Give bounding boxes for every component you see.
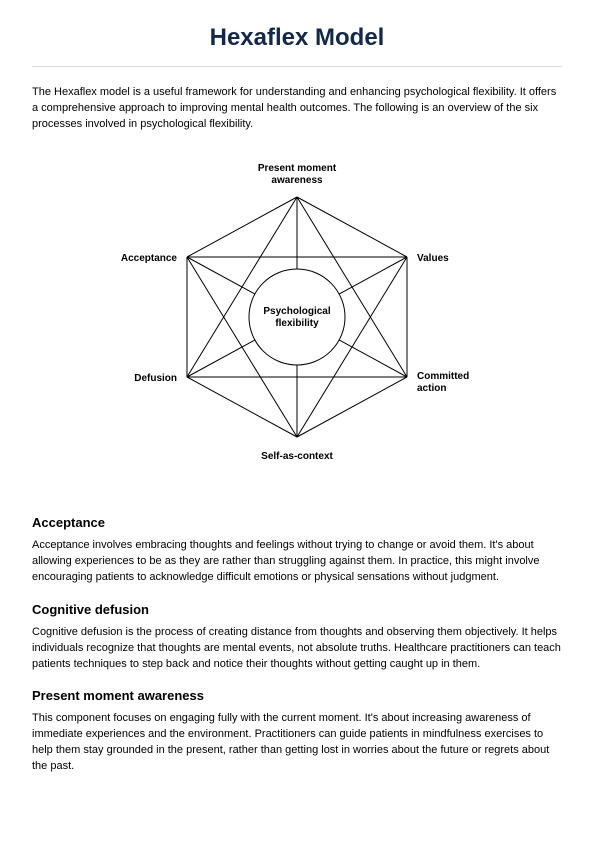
page-title: Hexaflex Model [32,24,562,52]
center-circle [249,269,345,365]
sections-container: Acceptance Acceptance involves embracing … [32,515,562,775]
section-heading: Cognitive defusion [32,602,562,617]
hexaflex-svg: PsychologicalflexibilityPresent momentaw… [107,147,487,487]
hex-edge [187,197,297,257]
vertex-label-bottom-right: Committedaction [417,371,469,394]
hex-edge [187,377,297,437]
section-body: Acceptance involves embracing thoughts a… [32,538,562,586]
vertex-label-bottom: Self-as-context [261,451,333,462]
title-rule [32,66,562,67]
hex-edge [297,197,407,257]
section-heading: Present moment awareness [32,688,562,703]
hexaflex-diagram: PsychologicalflexibilityPresent momentaw… [32,147,562,487]
intro-paragraph: The Hexaflex model is a useful framework… [32,85,562,133]
section-body: Cognitive defusion is the process of cre… [32,625,562,673]
section-body: This component focuses on engaging fully… [32,711,562,775]
vertex-label-top-left: Acceptance [121,253,178,264]
hex-edge [297,377,407,437]
vertex-label-top-right: Values [417,253,449,264]
vertex-label-bottom-left: Defusion [134,373,177,384]
section-heading: Acceptance [32,515,562,530]
vertex-label-top: Present momentawareness [258,163,337,186]
